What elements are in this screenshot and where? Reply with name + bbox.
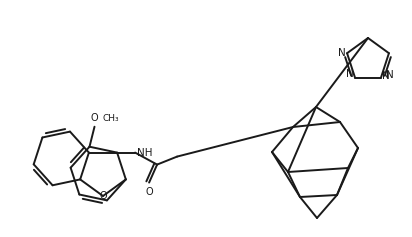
Text: O: O	[145, 187, 153, 196]
Text: CH₃: CH₃	[103, 114, 119, 123]
Text: NH: NH	[137, 148, 152, 158]
Text: N: N	[382, 71, 390, 81]
Text: N: N	[386, 70, 394, 80]
Text: N: N	[346, 69, 354, 79]
Text: N: N	[338, 48, 346, 58]
Text: O: O	[91, 113, 98, 123]
Text: O: O	[99, 191, 107, 201]
